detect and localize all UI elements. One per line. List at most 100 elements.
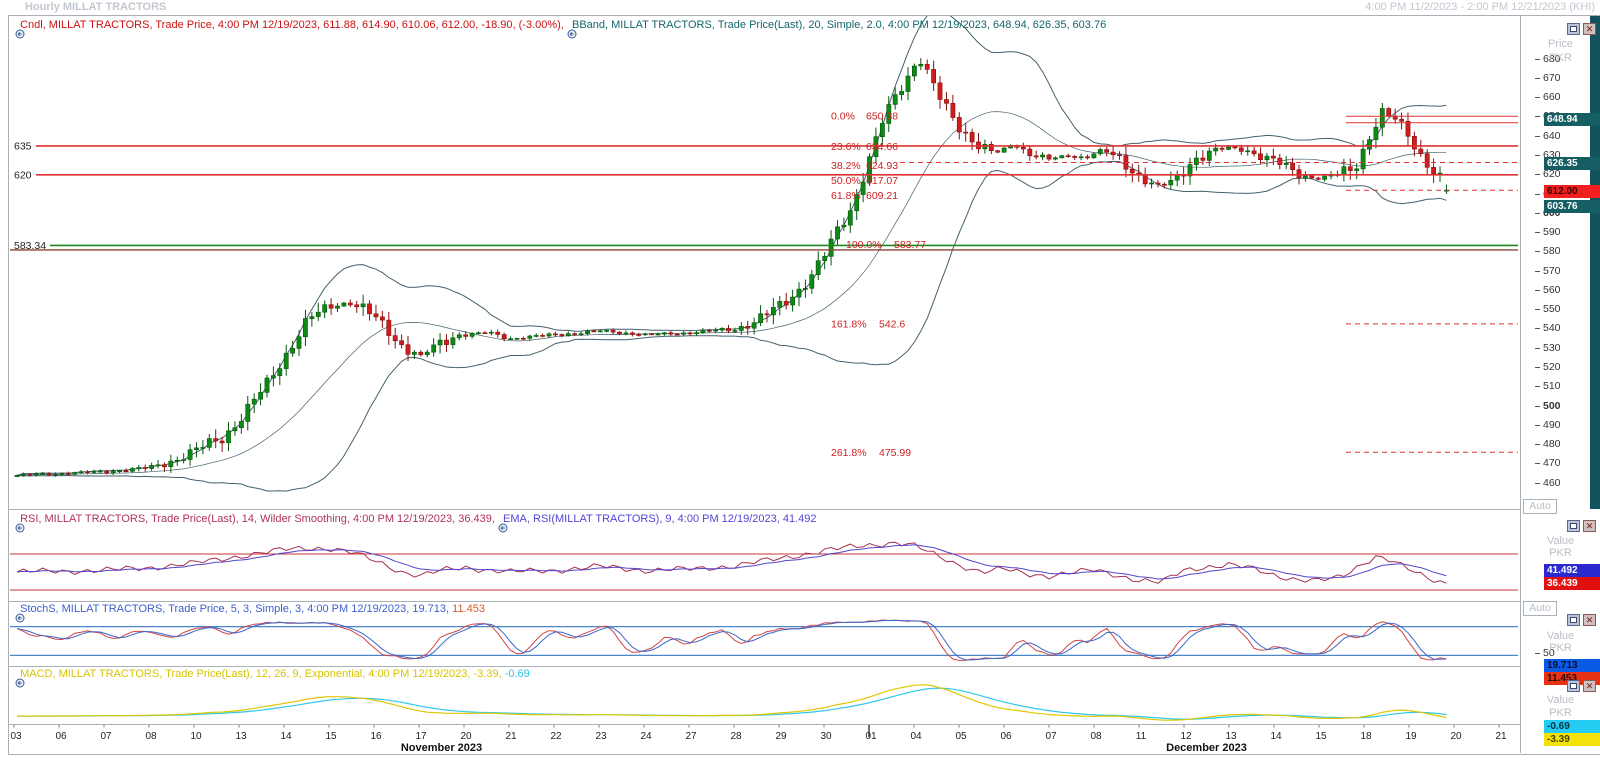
day-label: 11 bbox=[1136, 731, 1147, 742]
price-tick: 580 bbox=[1535, 246, 1561, 257]
auto-scale-button[interactable]: Auto bbox=[1523, 499, 1557, 514]
candle-body bbox=[187, 449, 193, 460]
fib-pct-label: 0.0% bbox=[831, 111, 855, 123]
fib-value-label: 542.6 bbox=[879, 318, 905, 330]
candle-body bbox=[1399, 118, 1404, 122]
candle-body bbox=[963, 131, 969, 134]
price-tick: 670 bbox=[1535, 73, 1561, 84]
price-tick: 510 bbox=[1535, 381, 1561, 392]
candle-body bbox=[1315, 177, 1321, 180]
candle-body bbox=[1059, 155, 1065, 159]
candle-body bbox=[1354, 168, 1360, 171]
candle-body bbox=[392, 335, 398, 342]
candle-body bbox=[1072, 156, 1078, 158]
candle-body bbox=[559, 334, 565, 336]
restore-button[interactable] bbox=[1567, 680, 1580, 692]
candle-body bbox=[347, 302, 353, 306]
price-tick: 530 bbox=[1535, 343, 1561, 354]
pane-separator[interactable] bbox=[9, 509, 1600, 510]
fib-pct-label: 261.8% bbox=[831, 447, 867, 459]
candle-body bbox=[1162, 183, 1167, 186]
candle-body bbox=[142, 467, 148, 469]
candle-body bbox=[444, 339, 449, 345]
candle-body bbox=[770, 307, 776, 316]
pane-separator[interactable] bbox=[9, 666, 1600, 667]
close-icon[interactable]: ✕ bbox=[1583, 680, 1596, 692]
close-icon[interactable]: ✕ bbox=[1583, 614, 1596, 626]
legend-macd[interactable]: MACD, MILLAT TRACTORS, Trade Price(Last)… bbox=[15, 668, 530, 688]
candle-body bbox=[78, 471, 84, 474]
fib-value-label: 609.21 bbox=[866, 190, 898, 202]
candle-body bbox=[367, 303, 372, 315]
candle-body bbox=[527, 335, 533, 339]
legend-macd-text: MACD, MILLAT TRACTORS, Trade Price(Last)… bbox=[20, 668, 502, 680]
candle-body bbox=[1194, 157, 1199, 165]
level-label: 635 bbox=[14, 140, 32, 152]
day-label: 03 bbox=[10, 731, 22, 742]
candle-body bbox=[604, 330, 610, 332]
candle-body bbox=[117, 470, 122, 473]
right-scroll-strip[interactable] bbox=[1590, 16, 1600, 509]
price-tick: 570 bbox=[1535, 266, 1561, 277]
candle-body bbox=[540, 335, 545, 337]
fib-pct-label: 61.8% bbox=[831, 190, 861, 202]
restore-button[interactable] bbox=[1567, 614, 1580, 626]
legend-stoch[interactable]: StochS, MILLAT TRACTORS, Trade Price, 5,… bbox=[15, 603, 485, 623]
level-label: 620 bbox=[14, 169, 32, 181]
candle-body bbox=[386, 319, 392, 336]
fib-value-label: 475.99 bbox=[879, 447, 911, 459]
candle-body bbox=[1431, 167, 1436, 175]
day-label: 29 bbox=[775, 731, 787, 742]
price-tick: 620 bbox=[1535, 169, 1561, 180]
candle-body bbox=[738, 326, 744, 331]
candle-body bbox=[411, 351, 417, 355]
axis-unit: PKR bbox=[1549, 52, 1572, 64]
candle-body bbox=[1232, 146, 1238, 149]
candle-body bbox=[1367, 139, 1372, 150]
candle-body bbox=[168, 460, 174, 468]
candle-body bbox=[815, 260, 821, 275]
macd-pane-plot[interactable] bbox=[10, 683, 1520, 722]
candle-body bbox=[1174, 174, 1180, 181]
stoch-pane-plot[interactable] bbox=[10, 617, 1520, 665]
candle-body bbox=[1001, 147, 1007, 153]
candle-body bbox=[1238, 147, 1244, 152]
price-pane-plot[interactable]: 635 620 583.34 0.0% 650.38 23.6% 634.66 38.2% 62… bbox=[10, 16, 1520, 509]
close-icon[interactable]: ✕ bbox=[1583, 520, 1596, 532]
candle-body bbox=[745, 326, 751, 329]
close-icon[interactable]: ✕ bbox=[1583, 23, 1596, 35]
candle-body bbox=[226, 430, 231, 444]
axis-title: Value bbox=[1546, 630, 1575, 642]
candle-body bbox=[764, 313, 770, 316]
restore-button[interactable] bbox=[1567, 520, 1580, 532]
candle-body bbox=[552, 333, 558, 336]
candle-body bbox=[309, 316, 315, 320]
day-label: 30 bbox=[820, 731, 832, 742]
candle-body bbox=[302, 318, 308, 338]
candle-body bbox=[123, 470, 129, 473]
price-tick: 640 bbox=[1535, 131, 1561, 142]
candle-body bbox=[629, 332, 635, 335]
candle-body bbox=[1104, 149, 1110, 153]
date-range: 4:00 PM 11/2/2023 - 2:00 PM 12/21/2023 (… bbox=[1365, 1, 1595, 13]
candle-body bbox=[264, 377, 270, 393]
candle-body bbox=[1110, 151, 1116, 156]
candle-body bbox=[277, 368, 283, 376]
candle-body bbox=[418, 351, 424, 356]
restore-button[interactable] bbox=[1567, 23, 1580, 35]
legend-rsi[interactable]: RSI, MILLAT TRACTORS, Trade Price(Last),… bbox=[15, 513, 817, 533]
legend-main[interactable]: Cndl, MILLAT TRACTORS, Trade Price, 4:00… bbox=[15, 19, 1106, 39]
candle-body bbox=[1219, 147, 1225, 150]
candle-body bbox=[59, 473, 65, 475]
pane-separator[interactable] bbox=[9, 601, 1600, 602]
candle-body bbox=[687, 332, 693, 335]
day-label: 05 bbox=[955, 731, 967, 742]
candle-body bbox=[508, 338, 513, 341]
candle-body bbox=[53, 473, 58, 476]
candle-body bbox=[988, 144, 994, 152]
rsi-pane-plot[interactable] bbox=[10, 527, 1520, 599]
day-label: 08 bbox=[1090, 731, 1102, 742]
bband-lower bbox=[16, 160, 1447, 492]
auto-scale-button[interactable]: Auto bbox=[1523, 601, 1557, 616]
candle-body bbox=[104, 470, 110, 474]
